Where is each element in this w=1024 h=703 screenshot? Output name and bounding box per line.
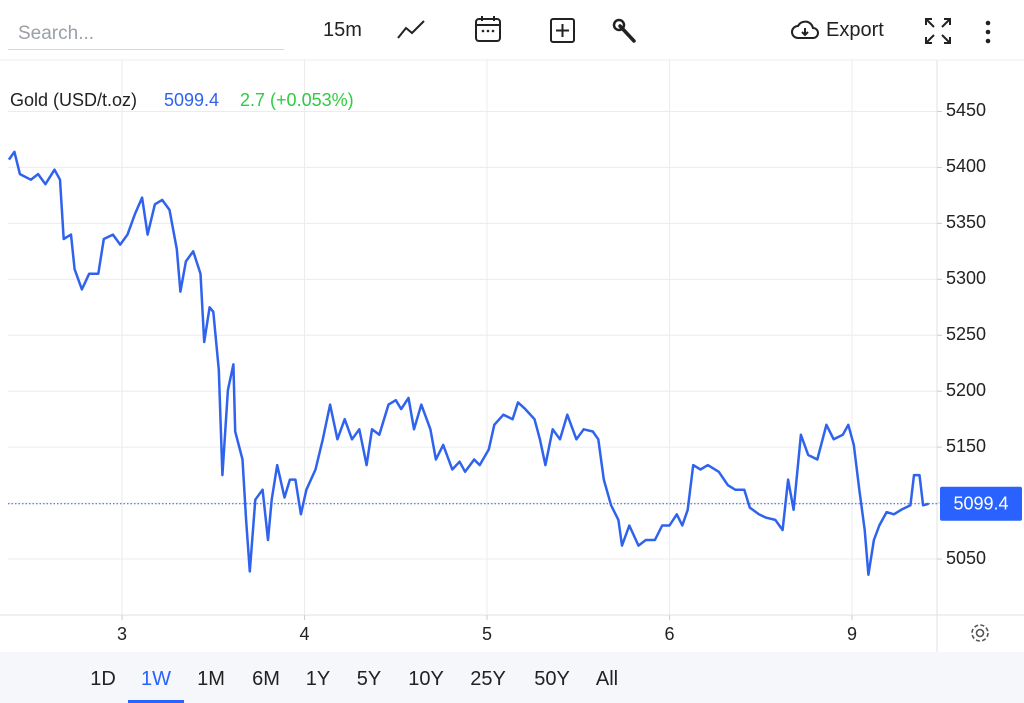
range-button[interactable]: 1Y bbox=[305, 668, 331, 690]
y-tick-label: 5250 bbox=[946, 324, 986, 344]
tools-icon[interactable] bbox=[612, 18, 640, 50]
fullscreen-icon[interactable] bbox=[924, 17, 952, 49]
x-tick-label: 9 bbox=[847, 624, 857, 644]
last-price-label: 5099.4 bbox=[953, 494, 1008, 514]
x-tick-label: 3 bbox=[117, 624, 127, 644]
export-label: Export bbox=[826, 19, 884, 41]
x-tick-label: 6 bbox=[664, 624, 674, 644]
change-value: 2.7 bbox=[240, 90, 265, 110]
y-tick-label: 5300 bbox=[946, 268, 986, 288]
range-button[interactable]: 1D bbox=[90, 668, 116, 690]
range-button[interactable]: 6M bbox=[252, 668, 280, 690]
change-percent: (+0.053%) bbox=[270, 90, 354, 110]
interval[interactable]: 15m bbox=[323, 19, 362, 41]
y-tick-label: 5050 bbox=[946, 548, 986, 568]
price-line bbox=[7, 150, 929, 576]
legend-name: Gold (USD/t.oz) bbox=[10, 90, 137, 110]
export-button[interactable]: Export bbox=[790, 14, 884, 46]
x-tick-label: 4 bbox=[300, 624, 310, 644]
calendar-icon[interactable] bbox=[474, 14, 502, 46]
x-tick-label: 5 bbox=[482, 624, 492, 644]
chart-type-icon[interactable] bbox=[396, 16, 426, 48]
add-indicator-icon[interactable] bbox=[549, 17, 577, 49]
range-button[interactable]: 5Y bbox=[356, 668, 382, 690]
y-tick-label: 5450 bbox=[946, 100, 986, 120]
chart: 5050510051505200525053005350540054503456… bbox=[0, 59, 1024, 652]
range-button[interactable]: 10Y bbox=[408, 668, 444, 690]
range-bar: 1D 1W 1M 6M 1Y 5Y 10Y 25Y 50Y All bbox=[0, 652, 1024, 703]
plot: 5050510051505200525053005350540054503456… bbox=[0, 59, 1024, 652]
y-tick-label: 5400 bbox=[946, 156, 986, 176]
y-tick-label: 5200 bbox=[946, 380, 986, 400]
range-button[interactable]: 50Y bbox=[534, 668, 570, 690]
legend-price: 5099.4 bbox=[164, 90, 219, 110]
more-menu-icon[interactable] bbox=[982, 18, 994, 50]
range-button[interactable]: 1M bbox=[197, 668, 225, 690]
last-price-tag bbox=[940, 486, 1022, 521]
y-tick-label: 5350 bbox=[946, 212, 986, 232]
y-tick-label: 5150 bbox=[946, 436, 986, 456]
range-button[interactable]: All bbox=[595, 668, 619, 690]
range-button[interactable]: 25Y bbox=[470, 668, 506, 690]
range-button[interactable]: 1W bbox=[128, 652, 184, 703]
legend-change: 2.7 (+0.053%) bbox=[240, 90, 354, 110]
settings-icon[interactable] bbox=[971, 624, 989, 642]
search-input[interactable]: Search... bbox=[8, 14, 284, 50]
